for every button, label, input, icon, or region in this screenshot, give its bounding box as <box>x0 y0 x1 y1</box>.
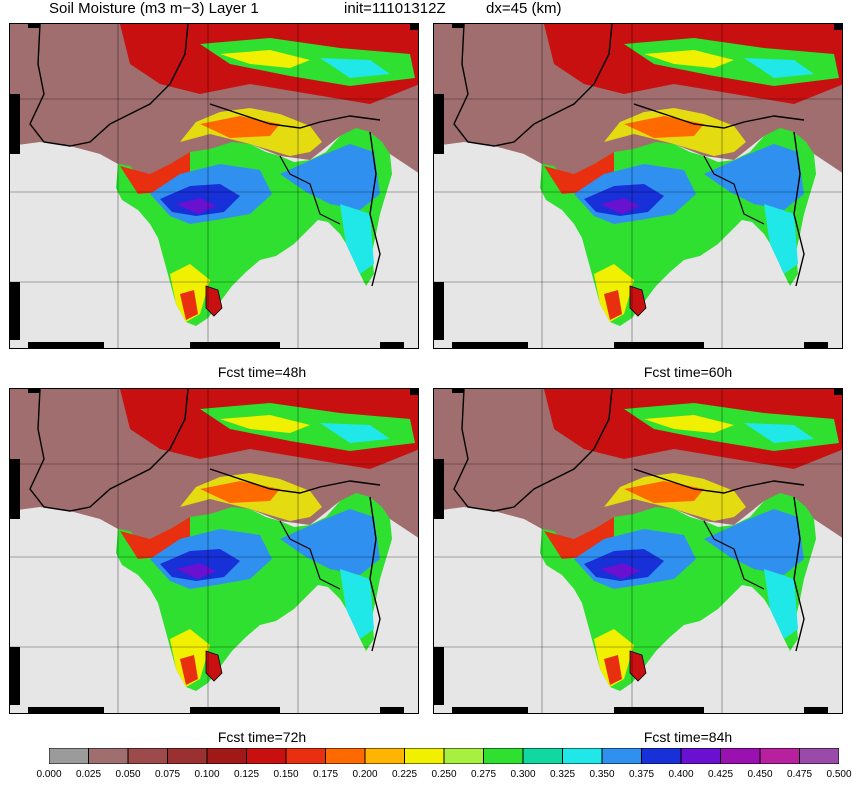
colorbar-swatch <box>799 748 839 764</box>
colorbar-tick-label: 0.300 <box>510 769 536 780</box>
colorbar-swatch <box>325 748 366 764</box>
colorbar-swatch <box>759 748 800 764</box>
colorbar-tick-label: 0.250 <box>431 769 457 780</box>
colorbar-swatch <box>641 748 682 764</box>
colorbar-tick-label: 0.225 <box>391 769 418 780</box>
colorbar-tick-label: 0.200 <box>352 769 378 780</box>
dx-text: dx=45 (km) <box>486 0 562 17</box>
colorbar-swatch <box>285 748 326 764</box>
colorbar-tick-label: 0.050 <box>115 769 141 780</box>
colorbar-swatch <box>680 748 721 764</box>
colorbar-tick-label: 0.100 <box>194 769 220 780</box>
colorbar-swatch <box>404 748 445 764</box>
colorbar-swatch <box>601 748 642 764</box>
soil-moisture-map <box>434 389 842 713</box>
colorbar-tick-label: 0.175 <box>312 769 339 780</box>
colorbar-swatch <box>443 748 484 764</box>
panel-caption-72h: Fcst time=72h <box>217 729 307 745</box>
map-panel-48h <box>9 23 419 349</box>
colorbar-swatch <box>483 748 524 764</box>
colorbar-tick-label: 0.150 <box>273 769 299 780</box>
colorbar <box>49 748 839 764</box>
colorbar-tick-label: 0.000 <box>36 769 62 780</box>
title-text: Soil Moisture (m3 m−3) Layer 1 <box>49 0 259 17</box>
soil-moisture-map <box>10 389 418 713</box>
map-panel-60h <box>433 23 843 349</box>
soil-moisture-map <box>434 24 842 348</box>
colorbar-tick-label: 0.075 <box>154 769 181 780</box>
colorbar-tick-label: 0.425 <box>707 769 734 780</box>
colorbar-tick-label: 0.375 <box>628 769 655 780</box>
colorbar-tick-label: 0.350 <box>589 769 615 780</box>
colorbar-tick-label: 0.275 <box>470 769 497 780</box>
map-panel-84h <box>433 388 843 714</box>
map-panel-72h <box>9 388 419 714</box>
colorbar-tick-label: 0.400 <box>668 769 694 780</box>
colorbar-swatch <box>522 748 563 764</box>
colorbar-tick-label: 0.125 <box>233 769 260 780</box>
panel-caption-60h: Fcst time=60h <box>643 364 733 380</box>
colorbar-tick-label: 0.500 <box>826 769 852 780</box>
soil-moisture-map <box>10 24 418 348</box>
colorbar-tick-label: 0.025 <box>75 769 102 780</box>
colorbar-swatch <box>562 748 603 764</box>
colorbar-tick-label: 0.325 <box>549 769 576 780</box>
colorbar-swatch <box>206 748 247 764</box>
colorbar-swatch <box>49 748 89 764</box>
colorbar-swatch <box>127 748 168 764</box>
colorbar-swatch <box>88 748 129 764</box>
colorbar-swatch <box>364 748 405 764</box>
panel-caption-84h: Fcst time=84h <box>643 729 733 745</box>
colorbar-swatch <box>720 748 761 764</box>
colorbar-swatch <box>167 748 208 764</box>
panel-caption-48h: Fcst time=48h <box>217 364 307 380</box>
colorbar-tick-label: 0.450 <box>747 769 773 780</box>
colorbar-tick-label: 0.475 <box>786 769 813 780</box>
init-text: init=11101312Z <box>344 0 446 17</box>
colorbar-swatch <box>246 748 287 764</box>
